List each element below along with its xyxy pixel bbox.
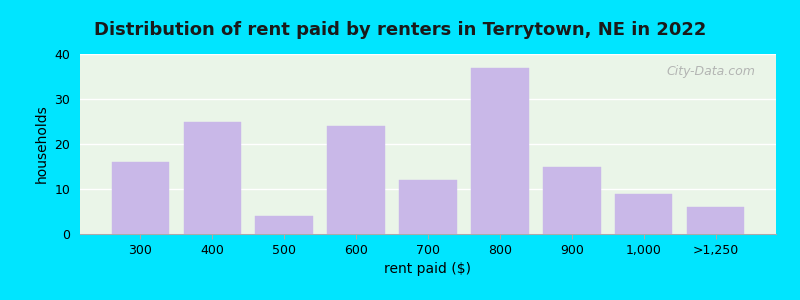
Bar <box>399 180 457 234</box>
Y-axis label: households: households <box>35 105 49 183</box>
Bar <box>471 68 529 234</box>
Bar <box>327 126 385 234</box>
Bar <box>687 207 744 234</box>
Text: City-Data.com: City-Data.com <box>666 65 755 78</box>
X-axis label: rent paid ($): rent paid ($) <box>385 262 471 276</box>
Bar <box>255 216 313 234</box>
Text: Distribution of rent paid by renters in Terrytown, NE in 2022: Distribution of rent paid by renters in … <box>94 21 706 39</box>
Bar <box>112 162 169 234</box>
Bar <box>183 122 241 234</box>
Bar <box>615 194 673 234</box>
Bar <box>543 167 601 234</box>
